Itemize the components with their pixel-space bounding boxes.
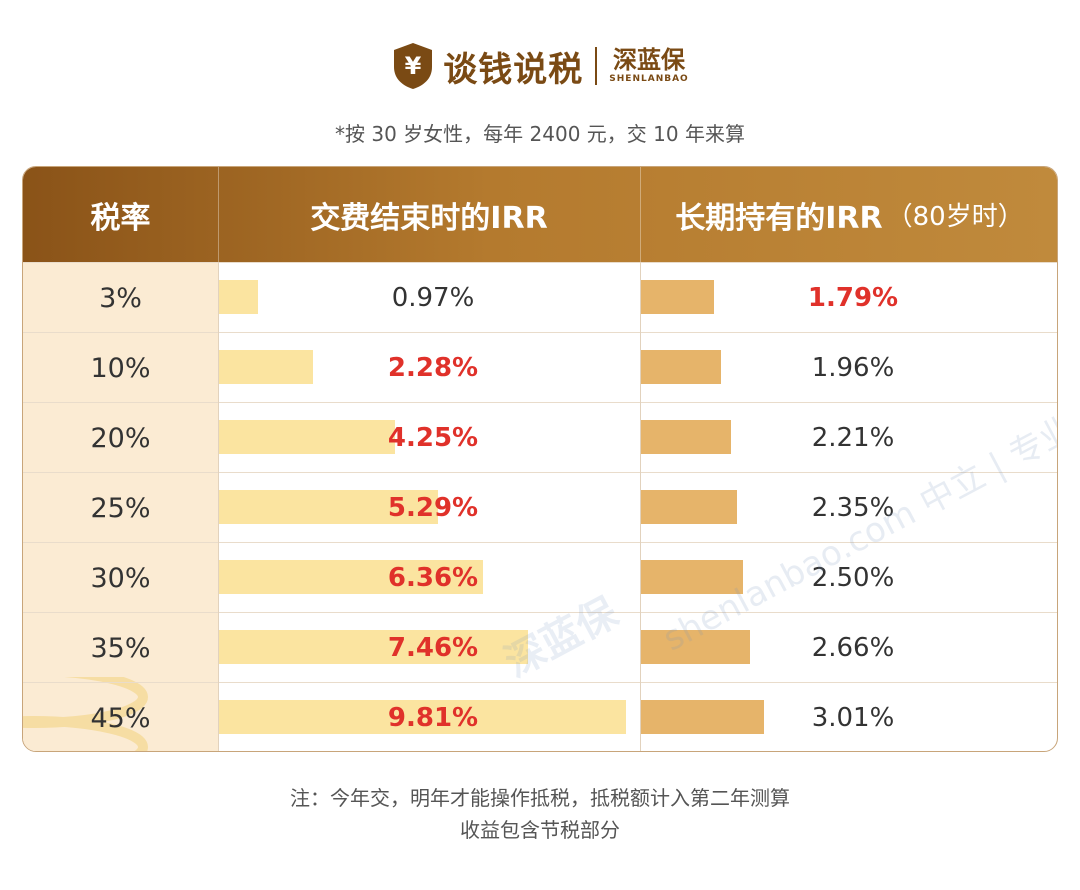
table-row: 30% 6.36% 2.50% xyxy=(23,542,1057,612)
header-irr-long-label: 长期持有的IRR xyxy=(675,200,883,236)
brand-divider xyxy=(595,47,598,85)
irr-long-value: 2.50% xyxy=(811,563,895,593)
irr-long-value: 1.96% xyxy=(811,353,895,383)
irr-long-bar xyxy=(640,490,737,524)
table-row: 25% 5.29% 2.35% xyxy=(23,472,1057,542)
irr-table: $ 税率 交费结束时的IRR 长期持有的IRR （80岁时） 3% 0.97% 1.… xyxy=(22,166,1058,752)
footnote-line-1: 注：今年交，明年才能操作抵税，抵税额计入第二年测算 xyxy=(290,786,790,810)
footnote: 注：今年交，明年才能操作抵税，抵税额计入第二年测算 收益包含节税部分 xyxy=(0,782,1080,846)
irr-end-bar xyxy=(218,280,258,314)
shield-logo-icon: ¥ xyxy=(394,43,433,89)
irr-end-value: 6.36% xyxy=(387,563,479,593)
irr-long-value: 2.21% xyxy=(811,423,895,453)
irr-end-value: 5.29% xyxy=(387,493,479,523)
subtitle: *按 30 岁女性，每年 2400 元，交 10 年来算 xyxy=(335,122,745,146)
header-divider xyxy=(218,167,219,262)
irr-end-bar xyxy=(218,350,313,384)
irr-long-value: 2.35% xyxy=(811,493,895,523)
rate-cell: 20% xyxy=(90,422,151,454)
irr-long-bar xyxy=(640,700,764,734)
header-irr-long: 长期持有的IRR （80岁时） xyxy=(640,167,1057,262)
table-row: 35% 7.46% 2.66% xyxy=(23,612,1057,682)
column-divider xyxy=(640,262,641,751)
rate-cell: 10% xyxy=(90,352,151,384)
header-divider xyxy=(640,167,641,262)
irr-end-value: 2.28% xyxy=(387,353,479,383)
brand-symbol: ¥ xyxy=(405,52,422,80)
rate-cell: 45% xyxy=(90,702,151,734)
rate-column-bg xyxy=(23,262,218,751)
irr-long-bar xyxy=(640,280,714,314)
table-row: 45% 9.81% 3.01% xyxy=(23,682,1057,751)
rate-cell: 35% xyxy=(90,632,151,664)
irr-end-bar xyxy=(218,420,395,454)
brand-sub-cn: 深蓝保 xyxy=(613,46,685,74)
irr-end-value: 4.25% xyxy=(387,423,479,453)
irr-end-bar xyxy=(218,490,438,524)
rate-cell: 30% xyxy=(90,562,151,594)
header-irr-end: 交费结束时的IRR xyxy=(310,200,548,236)
table-header: 税率 交费结束时的IRR 长期持有的IRR （80岁时） xyxy=(23,167,1057,262)
irr-long-value: 1.79% xyxy=(807,283,899,313)
irr-long-value: 3.01% xyxy=(811,703,895,733)
irr-long-bar xyxy=(640,420,731,454)
table-row: 10% 2.28% 1.96% xyxy=(23,332,1057,402)
header-rate: 税率 xyxy=(90,200,151,236)
irr-end-bar xyxy=(218,630,528,664)
rate-cell: 3% xyxy=(99,282,142,314)
irr-end-value: 0.97% xyxy=(391,283,475,313)
irr-long-bar xyxy=(640,630,750,664)
irr-end-bar xyxy=(218,700,626,734)
rate-cell: 25% xyxy=(90,492,151,524)
column-divider xyxy=(218,262,219,751)
irr-end-value: 7.46% xyxy=(387,633,479,663)
table-row: 3% 0.97% 1.79% xyxy=(23,262,1057,332)
irr-end-bar xyxy=(218,560,483,594)
irr-long-bar xyxy=(640,560,743,594)
brand-sub-en: SHENLANBAO xyxy=(609,74,689,84)
brand-header: ¥ 谈钱说税 深蓝保 SHENLANBAO xyxy=(0,38,1080,94)
irr-end-value: 9.81% xyxy=(387,703,479,733)
irr-long-bar xyxy=(640,350,721,384)
header-irr-long-note: （80岁时） xyxy=(886,202,1024,232)
brand-title: 谈钱说税 xyxy=(443,49,584,90)
footnote-line-2: 收益包含节税部分 xyxy=(460,818,620,842)
brand-sub: 深蓝保 SHENLANBAO xyxy=(609,47,688,85)
irr-long-value: 2.66% xyxy=(811,633,895,663)
table-row: 20% 4.25% 2.21% xyxy=(23,402,1057,472)
